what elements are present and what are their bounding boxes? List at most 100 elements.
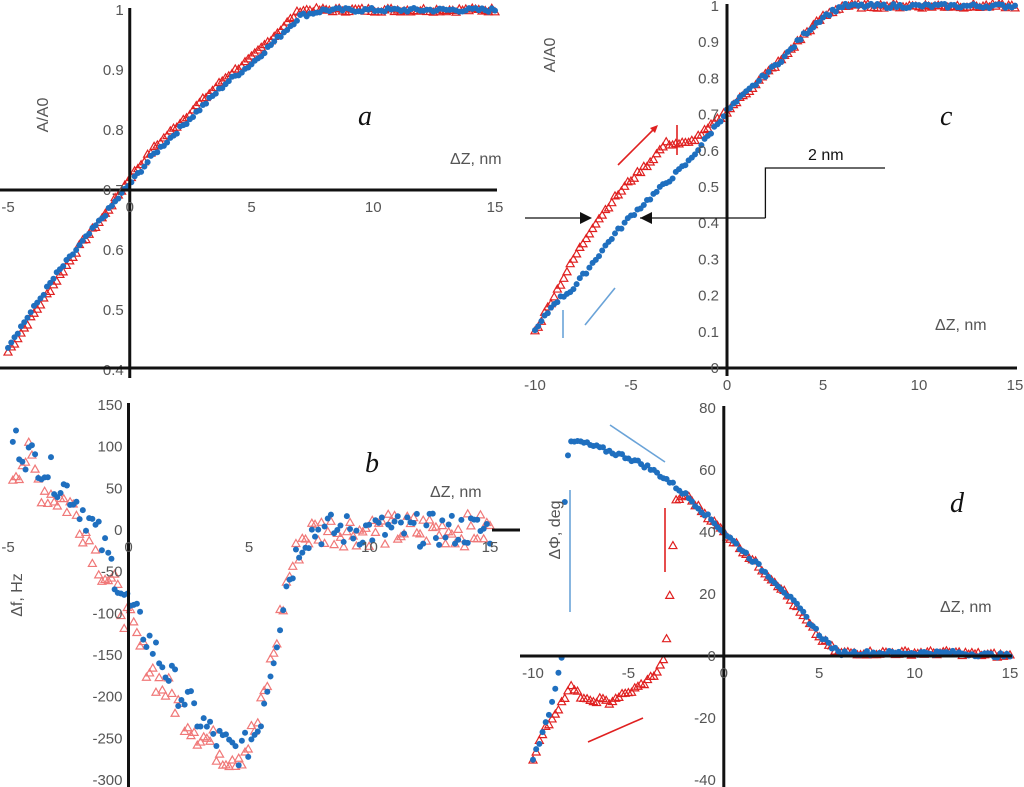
data-point [442,534,449,541]
y-tick-label: -200 [92,689,122,706]
data-point [669,175,676,182]
arrow-left-icon [640,212,652,224]
y-tick-label: 1 [711,0,719,15]
data-point [239,56,251,66]
data-point [334,526,341,533]
data-point [158,132,169,142]
y-tick-label: 0.5 [103,302,124,319]
data-point [157,684,168,694]
data-point [308,526,315,533]
data-point [558,273,569,282]
x-tick-label: 15 [1007,377,1024,394]
data-point [69,251,76,258]
data-point [173,130,180,137]
data-point [359,539,366,546]
data-point [265,653,276,663]
data-point [549,698,556,705]
y-axis-title: Δf, Hz [9,573,26,617]
data-point [224,761,235,771]
data-point [93,569,104,579]
data-point [462,508,473,518]
data-point [112,579,123,588]
y-tick-label: 0.6 [698,143,719,160]
data-point [150,687,162,696]
data-point [143,643,150,650]
data-point [699,124,710,134]
data-point [608,236,615,243]
shift-label: 2 nm [808,147,844,164]
data-point [571,248,582,258]
data-point [644,462,651,469]
panel-letter: c [940,101,953,132]
data-point [172,666,179,673]
data-point [483,521,490,528]
data-point [800,608,807,615]
data-point [648,154,659,164]
data-point [604,698,615,708]
data-point [762,568,769,575]
data-point [194,97,205,107]
data-point [478,533,489,543]
data-point [487,540,493,547]
data-point [631,211,638,218]
y-tick-label: -250 [92,730,122,747]
x-tick-label: -5 [622,665,635,682]
data-point [200,715,207,722]
data-point [612,230,618,237]
data-point [238,737,245,744]
data-point [305,545,312,552]
data-point [619,451,626,458]
data-point [21,319,28,326]
y-tick-label: 0.8 [103,122,124,139]
data-point [727,105,734,112]
data-point [283,583,290,590]
y-tick-label: 0 [114,522,122,539]
data-point [555,669,562,676]
data-point [28,442,35,449]
x-tick-label: 10 [911,377,928,394]
data-point [689,135,701,145]
data-point [429,510,436,517]
data-point [285,13,296,23]
panel-letter: b [365,448,379,479]
data-point [360,523,371,532]
x-tick-label: 10 [906,665,923,682]
data-point [437,520,448,530]
data-point [154,672,165,682]
data-point [590,218,601,228]
data-point [347,525,354,532]
data-point [475,509,486,519]
x-axis-title: ΔZ, nm [935,317,987,334]
data-point [146,632,153,639]
data-point [632,681,643,690]
data-point [797,36,804,43]
data-point [561,499,568,506]
y-tick-label: -20 [694,710,716,727]
data-point [717,118,724,125]
data-point [793,600,800,607]
data-point [181,701,188,708]
data-point [664,590,675,599]
data-point [755,561,762,568]
data-point [566,680,577,690]
data-point [335,532,346,541]
y-tick-label: 0.2 [698,288,719,305]
data-point [554,299,561,306]
x-tick-label: 10 [361,539,378,556]
data-point [36,497,47,507]
data-point [242,729,249,736]
data-point [655,659,666,669]
y-tick-label: 150 [97,397,122,414]
data-point [683,137,694,146]
data-point [327,511,334,518]
data-point [287,561,298,570]
data-point [211,755,222,765]
data-point [1012,2,1018,9]
data-point [391,518,398,525]
data-point [45,286,56,296]
data-point [57,489,64,496]
data-point [147,662,158,672]
data-point [337,522,344,529]
data-point [340,538,347,545]
data-point [280,607,287,614]
